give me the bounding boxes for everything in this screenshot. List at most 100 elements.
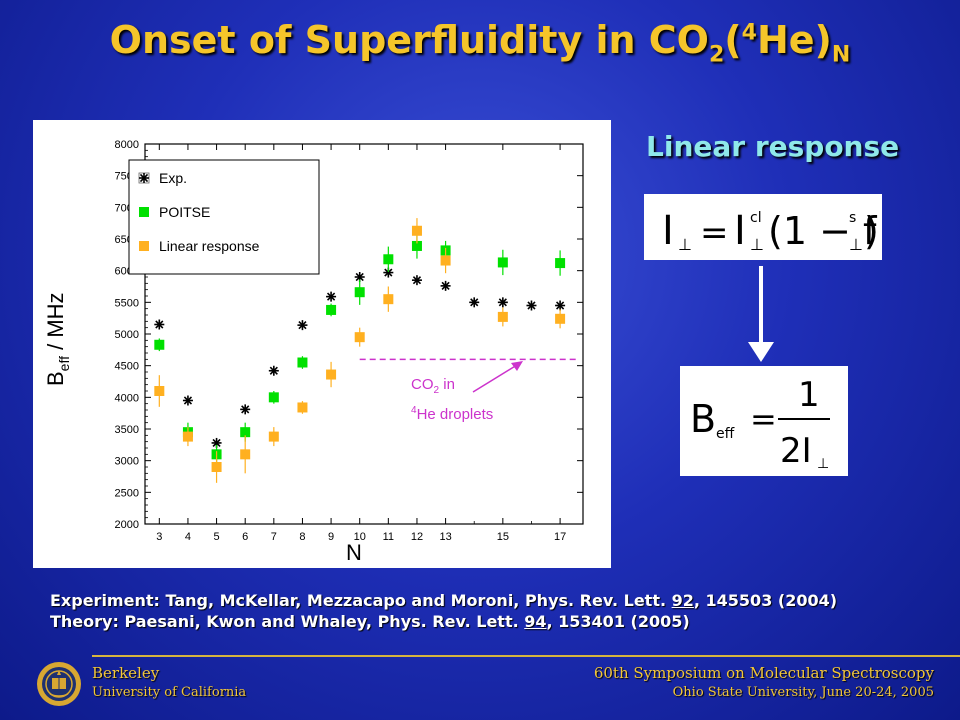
linear-response-point (383, 294, 394, 305)
exp-point (326, 291, 337, 302)
eq1-perp: ⊥ (678, 235, 692, 254)
exp-point (268, 365, 279, 376)
down-arrow-icon (748, 266, 774, 362)
linear-response-point (297, 402, 308, 413)
eq1-close: ) (864, 209, 879, 253)
legend-box (128, 159, 320, 275)
equation-effective-constant: B eff = 1 2I ⊥ (680, 366, 848, 476)
y-tick-label: 5000 (115, 329, 139, 341)
linear-response-point (240, 449, 251, 460)
annotation-droplets: 4He droplets (411, 405, 493, 423)
footer-venue: Ohio State University, June 20-24, 2005 (672, 685, 934, 700)
exp-point (154, 319, 165, 330)
title-text: Onset of Superfluidity in CO (109, 18, 709, 62)
ref2-volume: 94 (524, 612, 547, 631)
exp-point (469, 297, 480, 308)
poitse-point (297, 357, 308, 368)
x-tick-label: 17 (554, 531, 566, 543)
footer-berkeley: Berkeley (92, 664, 160, 682)
poitse-point (354, 287, 365, 298)
x-tick-label: 6 (242, 531, 248, 543)
y-tick-label: 2500 (115, 487, 139, 499)
eq1-equals: = (700, 213, 729, 253)
legend-marker (139, 241, 149, 251)
x-tick-label: 13 (439, 531, 451, 543)
reference-theory: Theory: Paesani, Kwon and Whaley, Phys. … (50, 611, 837, 632)
linear-response-point (182, 431, 193, 442)
x-axis-label: N (346, 540, 362, 565)
annotation-co2: CO2 in (411, 376, 455, 396)
title-paren: ( (724, 18, 742, 62)
linear-response-point (211, 462, 222, 472)
linear-response-point (154, 386, 165, 396)
equation-moment-of-inertia: I ⊥ = I cl ⊥ (1 − f s ⊥ ) (644, 194, 882, 260)
linear-response-point (555, 313, 566, 324)
x-tick-label: 12 (411, 531, 423, 543)
linear-response-point (268, 431, 279, 442)
eq1-perp2: ⊥ (750, 235, 764, 254)
equation-2-svg: B eff = 1 2I ⊥ (690, 375, 830, 472)
eq2-equals: = (750, 400, 777, 438)
exp-point (240, 404, 251, 415)
ref1-volume: 92 (671, 591, 694, 610)
footer-symposium: 60th Symposium on Molecular Spectroscopy (593, 664, 934, 682)
annotation-arrow-line (472, 364, 518, 393)
x-tick-label: 9 (328, 531, 334, 543)
linear-response-point (326, 369, 337, 380)
chart-svg: 2000250030003500400045005000550060006500… (43, 139, 584, 565)
reference-experiment: Experiment: Tang, McKellar, Mezzacapo an… (50, 590, 837, 611)
y-tick-label: 2000 (115, 519, 139, 531)
poitse-point (411, 240, 422, 251)
eq2-numerator: 1 (798, 375, 820, 415)
university-seal-icon (37, 662, 81, 706)
poitse-point (268, 392, 279, 403)
linear-response-point (354, 332, 365, 343)
eq1-open: (1 − f (768, 209, 878, 253)
x-tick-label: 11 (383, 531, 394, 543)
linear-response-point (440, 255, 451, 266)
x-tick-label: 3 (156, 531, 162, 543)
title-subscript-n: N (831, 42, 851, 68)
poitse-point (497, 257, 508, 268)
eq2-eff: eff (716, 426, 735, 442)
eq1-s: s (849, 210, 856, 226)
ref2-pages: , 153401 (2005) (546, 612, 690, 631)
poitse-point (383, 254, 394, 265)
annotation-arrowhead (511, 361, 523, 371)
equation-1-svg: I ⊥ = I cl ⊥ (1 − f s ⊥ ) (662, 208, 879, 254)
footer-divider (92, 655, 960, 657)
exp-point (411, 275, 422, 286)
exp-point (354, 272, 365, 282)
poitse-point (555, 258, 566, 269)
x-tick-label: 7 (271, 531, 277, 543)
chart-panel: 2000 2500 3000 3500 4000 4500 5000 5500 6000 6500… (33, 120, 611, 568)
legend-label: POITSE (159, 204, 210, 220)
x-tick-label: 10 (354, 531, 366, 543)
slide-title: Onset of Superfluidity in CO2(4He)N (0, 18, 960, 68)
exp-point (497, 297, 508, 308)
x-tick-label: 15 (497, 531, 509, 543)
y-axis-label: Beff / MHz (43, 292, 72, 386)
exp-point (182, 395, 193, 406)
references: Experiment: Tang, McKellar, Mezzacapo an… (50, 590, 837, 632)
poitse-point (240, 427, 251, 438)
x-tick-label: 8 (299, 531, 305, 543)
title-subscript: 2 (708, 42, 725, 68)
legend-exp-marker (139, 173, 149, 183)
eq1-i2: I (734, 208, 746, 254)
legend-marker (139, 207, 149, 217)
y-tick-label: 4500 (115, 361, 139, 373)
legend-label: Exp. (159, 170, 187, 186)
ref2-text: Theory: Paesani, Kwon and Whaley, Phys. … (50, 612, 525, 631)
poitse-point (326, 304, 337, 315)
y-tick-label: 3000 (115, 456, 139, 468)
eq1-i: I (662, 208, 674, 254)
ref1-text: Experiment: Tang, McKellar, Mezzacapo an… (50, 591, 672, 610)
y-tick-label: 5500 (115, 297, 139, 309)
exp-point (297, 320, 308, 331)
y-tick-label: 8000 (115, 139, 139, 151)
footer-university: University of California (92, 685, 247, 700)
title-he: He) (756, 18, 832, 62)
ref1-pages: , 145503 (2004) (693, 591, 838, 610)
exp-point (526, 300, 537, 311)
